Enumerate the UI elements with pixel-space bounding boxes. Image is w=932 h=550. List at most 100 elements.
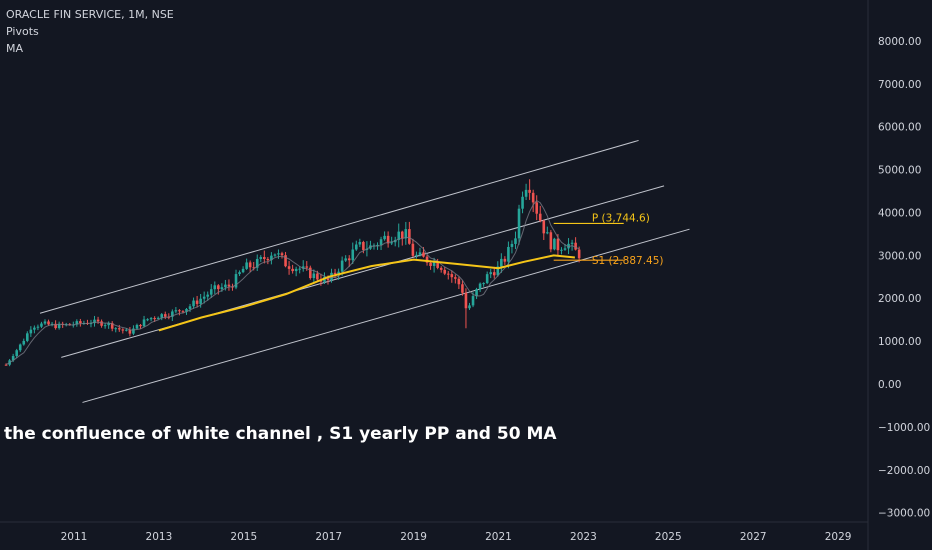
- candle-body: [468, 305, 471, 309]
- candle-body: [252, 267, 256, 269]
- candle-body: [110, 323, 114, 329]
- candle-body: [475, 289, 478, 297]
- candle-body: [517, 208, 521, 239]
- candle-body: [337, 271, 340, 275]
- candle-body: [245, 262, 248, 269]
- candle-body: [482, 283, 485, 285]
- candle-body: [209, 289, 213, 295]
- candle-body: [227, 284, 231, 287]
- candle-body: [450, 274, 454, 278]
- candle-body: [181, 311, 185, 313]
- candle-body: [464, 292, 468, 309]
- candle-body: [496, 266, 500, 276]
- candle-body: [160, 314, 164, 318]
- candle-body: [383, 235, 386, 240]
- candle-body: [301, 266, 305, 269]
- candle-body: [36, 326, 40, 328]
- candle-body: [418, 252, 422, 255]
- candle-body: [429, 262, 432, 266]
- candle-body: [263, 257, 266, 259]
- candle-body: [404, 229, 408, 239]
- x-tick-label: 2023: [570, 531, 597, 543]
- candle-body: [248, 262, 252, 268]
- candle-body: [546, 232, 549, 234]
- candle-body: [114, 328, 118, 330]
- candle-body: [560, 249, 563, 251]
- candle-body: [33, 327, 36, 330]
- candle-body: [354, 244, 358, 250]
- channel-line: [39, 139, 639, 314]
- candle-body: [185, 308, 188, 312]
- candle-body: [43, 321, 47, 324]
- x-tick-label: 2015: [230, 531, 257, 543]
- candle-body: [411, 243, 415, 256]
- candle-body: [408, 229, 411, 244]
- candle-body: [135, 324, 139, 329]
- candle-body: [206, 294, 210, 297]
- candle-body: [489, 272, 493, 275]
- y-tick-label: 8000.00: [878, 36, 921, 48]
- candle-body: [107, 323, 110, 326]
- candle-body: [528, 189, 531, 193]
- candle-body: [563, 248, 567, 250]
- indicator-pivots-label[interactable]: Pivots: [6, 25, 39, 38]
- y-tick-label: −1000.00: [878, 422, 930, 434]
- x-tick-label: 2017: [315, 531, 342, 543]
- y-tick-label: 3000.00: [878, 250, 921, 262]
- candle-body: [461, 284, 464, 293]
- candle-body: [22, 340, 26, 345]
- candle-body: [443, 269, 447, 274]
- candle-body: [255, 258, 259, 268]
- candle-body: [432, 261, 436, 266]
- candle-body: [195, 300, 199, 304]
- candle-body: [549, 232, 553, 250]
- candle-body: [415, 254, 418, 256]
- candle-body: [47, 321, 50, 325]
- candle-body: [171, 311, 174, 317]
- candle-body: [26, 333, 29, 341]
- annotation-text[interactable]: the confluence of white channel , S1 yea…: [4, 424, 557, 444]
- candle-body: [503, 258, 507, 262]
- candle-body: [153, 318, 156, 320]
- time-axis[interactable]: 2011 2013 2015 2017 2019 2021 2023 2025 2027 2029: [61, 531, 852, 543]
- candle-body: [213, 285, 217, 290]
- candle-body: [478, 283, 482, 290]
- candle-body: [220, 287, 224, 290]
- y-tick-label: 0.00: [878, 379, 901, 391]
- candle-body: [128, 329, 132, 334]
- moving-average: [5, 200, 580, 366]
- candle-body: [96, 319, 100, 322]
- candle-body: [386, 235, 390, 244]
- candle-body: [238, 272, 241, 275]
- candle-body: [75, 321, 79, 325]
- candle-body: [217, 285, 220, 290]
- candle-body: [224, 284, 227, 288]
- candle-body: [436, 261, 439, 268]
- chart-legend: ORACLE FIN SERVICE, 1M, NSE Pivots MA: [6, 6, 174, 57]
- candle-body: [202, 296, 206, 299]
- candle-body: [312, 273, 316, 279]
- indicator-ma-label[interactable]: MA: [6, 42, 24, 55]
- x-tick-label: 2011: [61, 531, 88, 543]
- y-tick-label: 5000.00: [878, 165, 921, 177]
- candle-body: [333, 272, 337, 275]
- candle-body: [542, 220, 546, 234]
- candle-body: [344, 258, 347, 261]
- candle-body: [521, 196, 524, 209]
- candle-body: [241, 268, 245, 273]
- candle-body: [259, 257, 263, 259]
- candle-body: [294, 268, 298, 272]
- price-axis[interactable]: 8000.00 7000.00 6000.00 5000.00 4000.00 3000.…: [878, 36, 930, 520]
- candle-body: [316, 273, 319, 280]
- candle-body: [390, 242, 393, 244]
- candle-body: [305, 266, 309, 268]
- candle-body: [149, 318, 153, 320]
- candle-body: [457, 278, 461, 285]
- ma-short-line: [5, 200, 580, 366]
- candle-body: [199, 298, 202, 304]
- y-tick-label: −3000.00: [878, 508, 930, 520]
- symbol-title[interactable]: ORACLE FIN SERVICE, 1M, NSE: [6, 8, 174, 21]
- candle-body: [454, 277, 457, 279]
